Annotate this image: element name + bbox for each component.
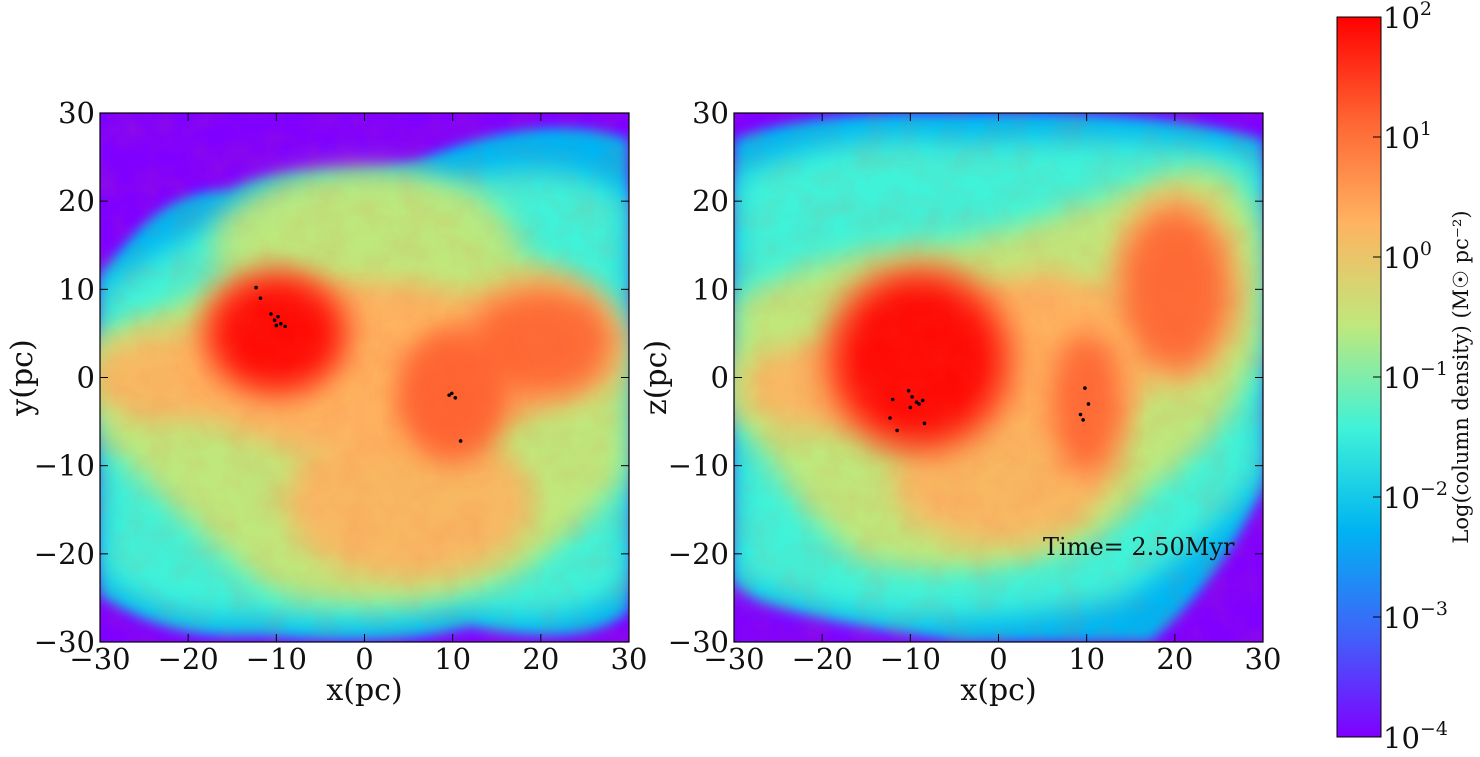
colorbar-tick-label: 10−1 — [1383, 358, 1448, 395]
y-tick-label: −30 — [34, 625, 95, 659]
sink-particle — [906, 388, 911, 393]
colorbar-ticks: 102 101 100 10−1 10−2 10−3 10−4 — [1373, 0, 1448, 755]
sink-particle — [274, 323, 279, 328]
y-tick-label: −20 — [668, 537, 729, 571]
sink-particle — [254, 285, 258, 290]
sink-particles-xz — [888, 386, 1091, 433]
colorbar: 102 101 100 10−1 10−2 10−3 10−4 Log(column den… — [1336, 0, 1473, 755]
x-tick-label: 30 — [611, 642, 648, 676]
y-tick-label: 0 — [77, 361, 95, 395]
colorbar-tick-label: 100 — [1383, 238, 1432, 275]
x-tick-label: 0 — [989, 642, 1007, 676]
sink-particle — [453, 395, 458, 400]
x-tick-label: 10 — [434, 642, 471, 676]
y-tick-label: −20 — [34, 537, 95, 571]
colorbar-tick-label: 101 — [1383, 118, 1432, 155]
x-axis-label: x(pc) — [960, 673, 1036, 708]
x-tick-label: −20 — [792, 642, 853, 676]
sink-particle — [447, 393, 451, 397]
sink-particle — [272, 318, 277, 322]
sink-particle — [908, 405, 913, 410]
sink-particle — [1078, 412, 1083, 417]
sink-particle — [888, 416, 892, 420]
y-axis-ticks: −30 −20 −10 0 10 20 30 — [668, 96, 1263, 659]
sink-particle — [1081, 418, 1085, 422]
y-tick-label: 20 — [58, 184, 95, 218]
x-tick-label: −30 — [703, 642, 764, 676]
x-axis-ticks: −30 −20 −10 0 10 20 30 — [69, 113, 647, 676]
colorbar-tick-label: 10−2 — [1383, 478, 1448, 515]
x-tick-label: 0 — [355, 642, 373, 676]
sink-particle — [910, 395, 914, 399]
sink-particle — [1083, 386, 1087, 390]
colorbar-tick-label: 10−3 — [1383, 598, 1448, 635]
y-tick-label: 30 — [58, 96, 95, 130]
x-axis-label: x(pc) — [326, 673, 402, 708]
sink-particle — [269, 312, 273, 316]
colorbar-tick-label: 102 — [1383, 0, 1432, 35]
sink-particle — [895, 428, 899, 433]
x-axis-ticks: −30 −20 −10 0 10 20 30 — [703, 113, 1281, 676]
time-annotation: Time= 2.50Myr — [1043, 533, 1235, 561]
sink-particle — [283, 324, 287, 329]
x-tick-label: −30 — [69, 642, 130, 676]
x-tick-label: 20 — [522, 642, 559, 676]
y-tick-label: 10 — [58, 272, 95, 306]
colorbar-label: Log(column density) (M☉ pc⁻²) — [1449, 210, 1473, 543]
y-tick-label: −30 — [668, 625, 729, 659]
y-axis-label: y(pc) — [5, 339, 40, 416]
x-tick-label: 30 — [1245, 642, 1282, 676]
y-tick-label: −10 — [668, 449, 729, 483]
sink-particles-xy — [254, 285, 463, 443]
y-axis-label: z(pc) — [639, 340, 674, 415]
colorbar-tick-label: 10−4 — [1383, 718, 1448, 755]
sink-particle — [917, 402, 921, 406]
x-tick-label: −20 — [158, 642, 219, 676]
sink-particle — [922, 421, 927, 426]
sink-particle — [890, 397, 895, 402]
y-tick-label: 30 — [692, 96, 729, 130]
sink-particle — [920, 398, 925, 403]
x-tick-label: −10 — [246, 642, 307, 676]
y-tick-label: 20 — [692, 184, 729, 218]
y-tick-label: −10 — [34, 449, 95, 483]
sink-particle — [914, 400, 919, 404]
sink-particle — [258, 296, 263, 300]
x-tick-label: −10 — [880, 642, 941, 676]
sink-particle — [278, 321, 283, 326]
sink-particle — [1086, 402, 1091, 406]
y-tick-label: 0 — [711, 361, 729, 395]
sink-particle — [449, 391, 454, 396]
sink-particle — [276, 314, 280, 319]
y-tick-label: 10 — [692, 272, 729, 306]
y-axis-ticks: −30 −20 −10 0 10 20 30 — [34, 96, 629, 659]
x-tick-label: 10 — [1068, 642, 1105, 676]
x-tick-label: 20 — [1156, 642, 1193, 676]
sink-particle — [458, 439, 463, 443]
